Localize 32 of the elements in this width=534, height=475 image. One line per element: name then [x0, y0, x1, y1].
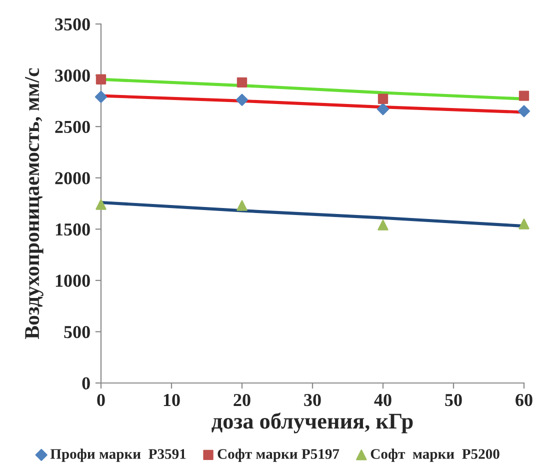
y-tick-label: 3500	[55, 18, 90, 30]
point	[378, 220, 388, 230]
y-tick-label: 2000	[55, 172, 90, 184]
y-tick-label: 1500	[56, 223, 90, 236]
point	[94, 90, 108, 103]
point	[518, 105, 530, 118]
x-tick-label: 30	[304, 394, 321, 406]
point	[236, 77, 248, 88]
x-tick-label: 40	[374, 394, 392, 406]
y-axis-title: Воздухопроницаемость, мм/с	[25, 68, 44, 339]
point	[96, 199, 106, 210]
point	[236, 200, 248, 211]
point	[376, 103, 390, 116]
legend-label: Софт марки P5197	[218, 448, 340, 462]
x-tick-label: 50	[445, 394, 462, 406]
x-tick-label: 20	[234, 394, 250, 406]
point	[518, 90, 530, 101]
y-tick-label: 500	[64, 326, 90, 338]
y-tick-label: 0	[82, 377, 90, 390]
y-tick-label: 1000	[56, 274, 90, 287]
point	[518, 218, 530, 230]
point	[236, 94, 248, 106]
point	[378, 94, 388, 104]
x-tick-label: 60	[516, 394, 532, 406]
point	[96, 74, 106, 84]
x-tick-label: 0	[97, 394, 105, 406]
x-axis-title: доза облучения, кГр	[212, 412, 413, 434]
y-tick-label: 2500	[55, 120, 90, 134]
x-tick-label: 10	[164, 394, 180, 406]
legend-label: Профи марки P3591	[50, 448, 186, 462]
legend-label: Софт марки P5200	[370, 448, 500, 462]
y-tick-label: 3000	[55, 70, 90, 82]
